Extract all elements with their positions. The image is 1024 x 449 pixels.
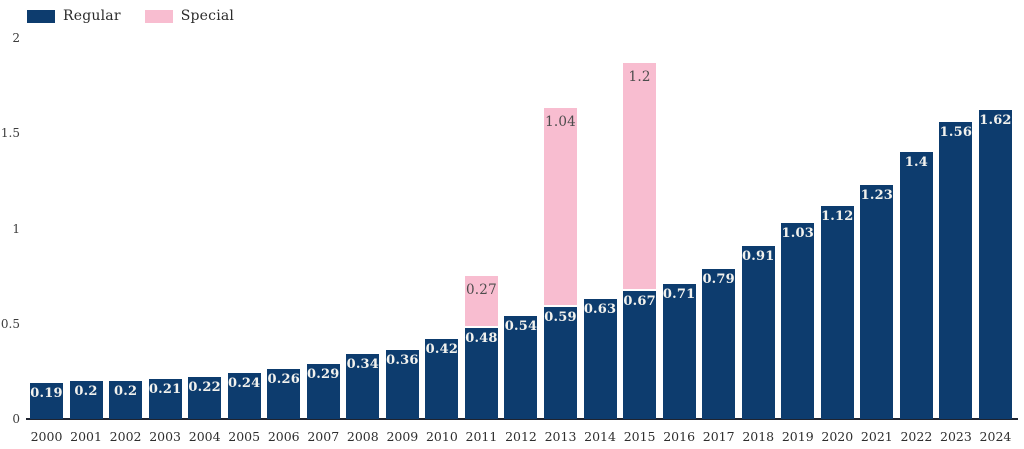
bar-segment-regular-2009: 0.36 [385, 350, 419, 419]
bar-value-label: 0.34 [346, 357, 380, 373]
bar-value-label: 1.4 [904, 155, 928, 171]
x-axis-tick-label: 2014 [584, 429, 616, 444]
bar-segment-special-2013: 1.04 [544, 108, 578, 305]
bar-segment-regular-2001: 0.2 [69, 380, 103, 419]
x-axis-tick-label: 2023 [940, 429, 972, 444]
bar-segment-regular-2023: 1.56 [939, 121, 973, 419]
x-axis-tick-label: 2017 [702, 429, 735, 444]
bar-segment-regular-2016: 0.71 [662, 283, 696, 419]
x-axis-tick-label: 2012 [505, 429, 537, 444]
bar-segment-regular-2006: 0.26 [267, 369, 301, 419]
x-axis-tick-label: 2016 [663, 429, 696, 444]
bar-segment-regular-2020: 1.12 [820, 205, 854, 419]
x-axis-tick-label: 2005 [228, 429, 261, 444]
bar-segment-regular-2002: 0.2 [109, 380, 143, 419]
x-axis-tick-label: 2013 [544, 429, 577, 444]
bar-value-label: 0.79 [702, 271, 735, 287]
bar-value-label: 1.03 [781, 225, 814, 241]
legend-label-special: Special [180, 8, 235, 24]
bar-value-label: 0.42 [425, 341, 459, 357]
bar-segment-regular-2018: 0.91 [741, 245, 775, 419]
bar-value-label: 0.2 [113, 383, 138, 399]
chart-legend: Regular Special [27, 8, 258, 24]
x-axis-tick-label: 2008 [346, 429, 379, 444]
y-axis-tick-label: 1 [12, 221, 20, 236]
legend-label-regular: Regular [63, 8, 121, 24]
bar-value-label: 0.27 [466, 282, 497, 299]
bar-value-label: 0.19 [30, 385, 63, 401]
x-axis-tick-label: 2024 [979, 429, 1012, 444]
x-axis-line [26, 418, 1018, 420]
x-axis-tick-label: 2000 [30, 429, 63, 444]
bar-value-label: 0.91 [741, 248, 775, 264]
bar-value-label: 0.26 [267, 372, 300, 388]
bar-segment-special-2011: 0.27 [464, 276, 498, 326]
bar-segment-regular-2008: 0.34 [346, 354, 380, 419]
bar-segment-regular-2021: 1.23 [860, 184, 894, 419]
bar-value-label: 0.59 [544, 309, 577, 325]
bar-segment-regular-2013: 0.59 [544, 306, 578, 419]
x-axis-tick-label: 2022 [900, 429, 933, 444]
y-axis-tick-label: 0.5 [0, 316, 20, 331]
y-axis-tick-label: 1.5 [0, 126, 20, 141]
bar-segment-regular-2011: 0.48 [464, 327, 498, 419]
y-axis-tick-label: 0 [12, 412, 20, 426]
x-axis-tick-label: 2007 [307, 429, 340, 444]
bar-segment-regular-2007: 0.29 [306, 363, 340, 419]
bar-segment-regular-2010: 0.42 [425, 338, 459, 419]
bar-value-label: 0.36 [386, 353, 419, 369]
bar-value-label: 1.62 [979, 113, 1012, 129]
legend-item-special: Special [144, 8, 235, 24]
bar-value-label: 1.2 [628, 68, 651, 85]
legend-swatch-special-icon [144, 9, 173, 23]
bar-value-label: 1.23 [860, 187, 894, 203]
x-axis-tick-label: 2015 [623, 429, 656, 444]
legend-item-regular: Regular [27, 8, 121, 24]
bar-segment-regular-2024: 1.62 [978, 110, 1012, 419]
bar-segment-regular-2004: 0.22 [188, 377, 222, 419]
x-axis-tick-label: 2004 [188, 429, 221, 444]
legend-swatch-regular-icon [27, 9, 55, 23]
y-axis-tick-label: 2 [12, 31, 20, 45]
x-axis-tick-label: 2019 [781, 429, 814, 444]
x-axis-tick-label: 2001 [70, 429, 102, 444]
bar-segment-regular-2017: 0.79 [702, 268, 736, 419]
bar-value-label: 0.29 [307, 366, 340, 382]
x-axis-tick-label: 2009 [386, 429, 419, 444]
x-axis-tick-label: 2021 [860, 429, 893, 444]
bar-value-label: 1.12 [821, 208, 854, 224]
bar-segment-special-2015: 1.2 [623, 62, 657, 290]
bar-segment-regular-2012: 0.54 [504, 316, 538, 419]
x-axis-tick-label: 2010 [425, 429, 458, 444]
bar-value-label: 0.63 [583, 301, 617, 317]
bar-value-label: 0.71 [662, 286, 696, 302]
bar-segment-regular-2015: 0.67 [623, 291, 657, 419]
x-axis-tick-label: 2020 [821, 429, 854, 444]
bar-segment-regular-2003: 0.21 [148, 378, 182, 419]
bar-value-label: 0.2 [74, 383, 98, 399]
bar-segment-regular-2000: 0.19 [30, 382, 63, 419]
bar-value-label: 0.54 [504, 319, 538, 335]
bar-segment-regular-2019: 1.03 [781, 222, 815, 419]
bar-value-label: 0.21 [148, 381, 182, 397]
bar-value-label: 0.22 [188, 380, 221, 396]
x-axis-tick-label: 2018 [742, 429, 775, 444]
x-axis-tick-label: 2006 [267, 429, 300, 444]
bar-value-label: 1.56 [939, 124, 973, 140]
x-axis-tick-label: 2003 [149, 429, 182, 444]
bar-value-label: 1.04 [545, 114, 576, 131]
bar-segment-regular-2022: 1.4 [899, 152, 933, 419]
bar-value-label: 0.48 [465, 330, 498, 346]
bar-value-label: 0.67 [623, 294, 656, 310]
bar-value-label: 0.24 [227, 376, 261, 392]
x-axis-tick-label: 2011 [465, 429, 498, 444]
bar-segment-regular-2014: 0.63 [583, 298, 617, 419]
bar-segment-regular-2005: 0.24 [227, 373, 261, 419]
x-axis-tick-label: 2002 [109, 429, 142, 444]
